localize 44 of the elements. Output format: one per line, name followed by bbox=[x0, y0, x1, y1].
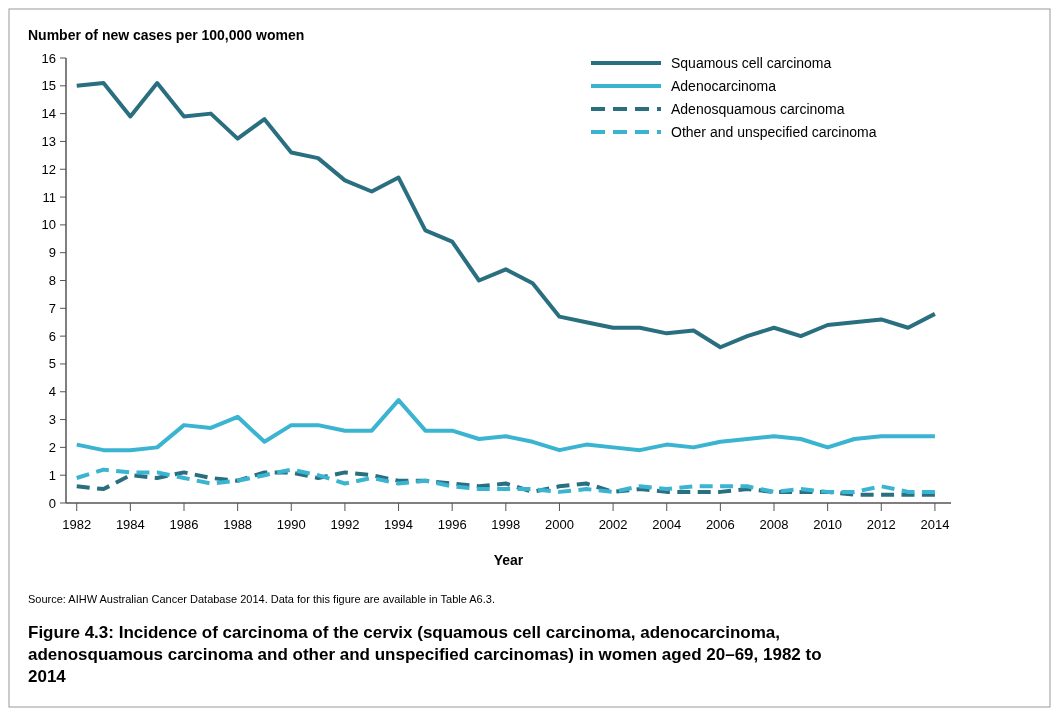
y-tick-label: 5 bbox=[48, 356, 56, 372]
legend-label: Other and unspecified carcinoma bbox=[671, 123, 877, 140]
x-axis-title: Year bbox=[493, 552, 524, 568]
y-tick-label: 12 bbox=[41, 161, 56, 177]
x-tick-label: 1986 bbox=[169, 517, 199, 532]
y-tick-label: 10 bbox=[41, 217, 56, 233]
y-tick-label: 1 bbox=[48, 467, 56, 483]
line-series bbox=[74, 81, 937, 350]
y-tick-label: 8 bbox=[48, 273, 56, 289]
x-tick-label: 1990 bbox=[276, 517, 306, 532]
x-tick-label: 1988 bbox=[223, 517, 253, 532]
legend-label: Adenosquamous carcinoma bbox=[671, 100, 845, 117]
legend-label: Adenocarcinoma bbox=[671, 77, 777, 94]
y-tick-label: 9 bbox=[48, 245, 56, 261]
x-tick-label: 2014 bbox=[920, 517, 950, 532]
y-tick-label: 11 bbox=[42, 189, 56, 205]
y-tick-label: 13 bbox=[41, 133, 56, 149]
x-tick-label: 2010 bbox=[813, 517, 843, 532]
y-tick-label: 15 bbox=[41, 78, 56, 94]
y-axis-title: Number of new cases per 100,000 women bbox=[28, 27, 305, 43]
x-tick-label: 2004 bbox=[652, 517, 682, 532]
x-tick-label: 1994 bbox=[384, 517, 414, 532]
y-tick-label: 7 bbox=[48, 300, 56, 316]
line-series bbox=[74, 398, 937, 453]
x-tick-label: 1996 bbox=[437, 517, 467, 532]
x-tick-label: 2012 bbox=[866, 517, 896, 532]
y-tick-label: 14 bbox=[41, 106, 56, 122]
source-note: Source: AIHW Australian Cancer Database 2014. Data for this figure are available in Table A6.3. bbox=[28, 593, 495, 605]
y-tick-label: 6 bbox=[48, 328, 56, 344]
legend-label: Squamous cell carcinoma bbox=[671, 54, 832, 71]
x-tick-label: 2006 bbox=[705, 517, 735, 532]
y-tick-label: 2 bbox=[48, 439, 56, 455]
x-tick-label: 1984 bbox=[115, 517, 145, 532]
x-tick-label: 2002 bbox=[598, 517, 628, 532]
x-tick-label: 2008 bbox=[759, 517, 789, 532]
y-tick-label: 0 bbox=[48, 495, 56, 511]
x-tick-label: 2000 bbox=[544, 517, 574, 532]
y-tick-label: 4 bbox=[48, 384, 56, 400]
x-tick-label: 1998 bbox=[491, 517, 521, 532]
text: Figure 4.3: Incidence of carcinoma of the cervix (squamous cell carcinoma, adenocarcinoma, adenosquamous carcinoma and other and unspecified carcinomas) in women aged 20–69, 1982 to 2014 bbox=[28, 623, 822, 686]
x-tick-label: 1982 bbox=[62, 517, 92, 532]
x-tick-label: 1992 bbox=[330, 517, 360, 532]
y-tick-label: 3 bbox=[48, 412, 56, 428]
y-tick-label: 16 bbox=[41, 50, 56, 66]
